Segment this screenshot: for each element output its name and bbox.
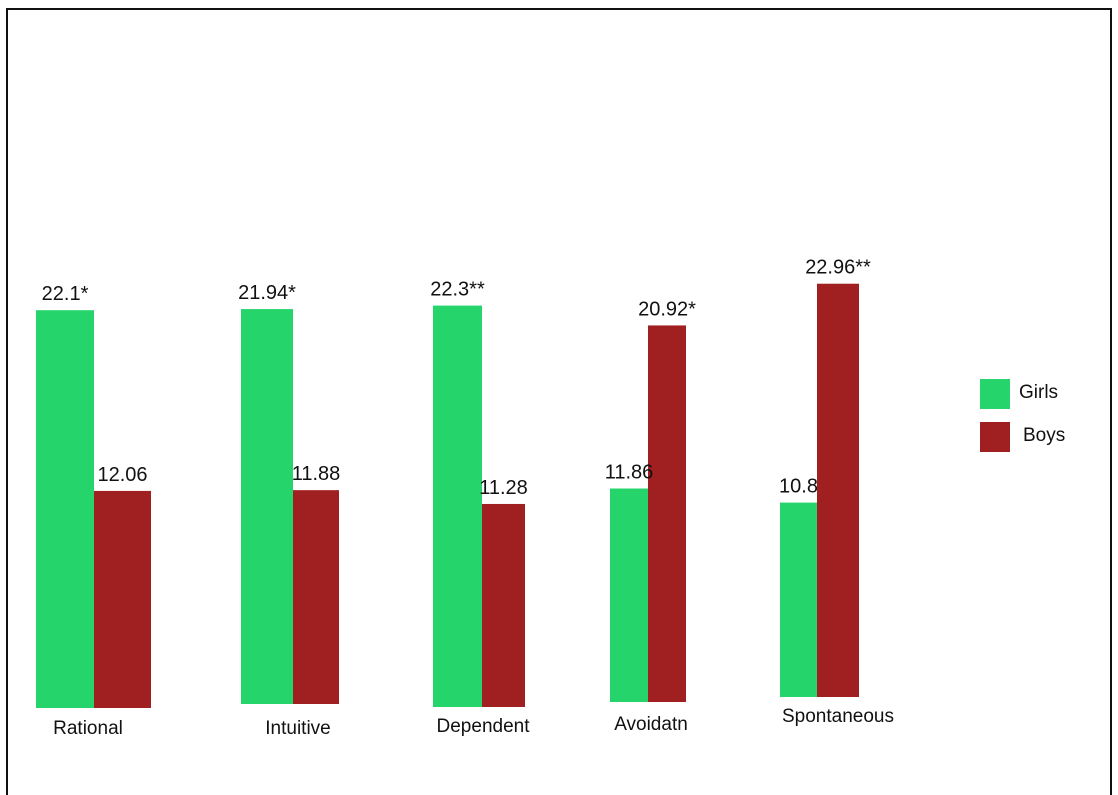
category-label-intuitive: Intuitive — [265, 718, 330, 739]
bar-girls-rational — [36, 310, 94, 708]
value-label-boys-intuitive: 11.88 — [292, 463, 341, 485]
legend-label-girls: Girls — [1019, 382, 1058, 403]
bar-boys-avoidatn — [648, 325, 686, 702]
bar-girls-intuitive — [241, 309, 293, 704]
value-label-girls-avoidatn: 11.86 — [605, 462, 654, 484]
value-labels-group: 22.1* 12.06 21.94* 11.88 22.3** 11.28 11.86 20.… — [42, 257, 871, 499]
category-label-rational: Rational — [53, 718, 123, 739]
legend-swatch-boys — [980, 422, 1010, 452]
value-label-boys-rational: 12.06 — [97, 464, 147, 486]
legend: Girls Boys — [980, 379, 1065, 452]
value-label-girls-dependent: 22.3** — [430, 279, 485, 301]
legend-swatch-girls — [980, 379, 1010, 409]
bar-boys-spontaneous — [817, 283, 859, 697]
category-labels-group: Rational Intuitive Dependent Avoidatn Sponta… — [53, 706, 894, 739]
legend-label-boys: Boys — [1023, 425, 1065, 446]
value-label-girls-rational: 22.1* — [42, 283, 89, 305]
bars-group — [36, 283, 859, 708]
category-label-avoidatn: Avoidatn — [614, 714, 688, 735]
value-label-girls-spontaneous: 10.8 — [779, 476, 818, 498]
value-label-boys-dependent: 11.28 — [479, 477, 528, 499]
bar-girls-dependent — [433, 305, 482, 707]
value-label-boys-spontaneous: 22.96** — [805, 257, 871, 279]
bar-boys-intuitive — [293, 490, 339, 704]
bar-boys-dependent — [482, 503, 525, 707]
category-label-dependent: Dependent — [437, 716, 531, 737]
category-label-spontaneous: Spontaneous — [782, 706, 894, 727]
bar-boys-rational — [94, 490, 151, 708]
chart-frame — [6, 8, 1112, 795]
bar-girls-avoidatn — [610, 488, 648, 702]
bar-girls-spontaneous — [780, 502, 817, 697]
value-label-boys-avoidatn: 20.92* — [638, 298, 696, 320]
value-label-girls-intuitive: 21.94* — [238, 282, 296, 304]
